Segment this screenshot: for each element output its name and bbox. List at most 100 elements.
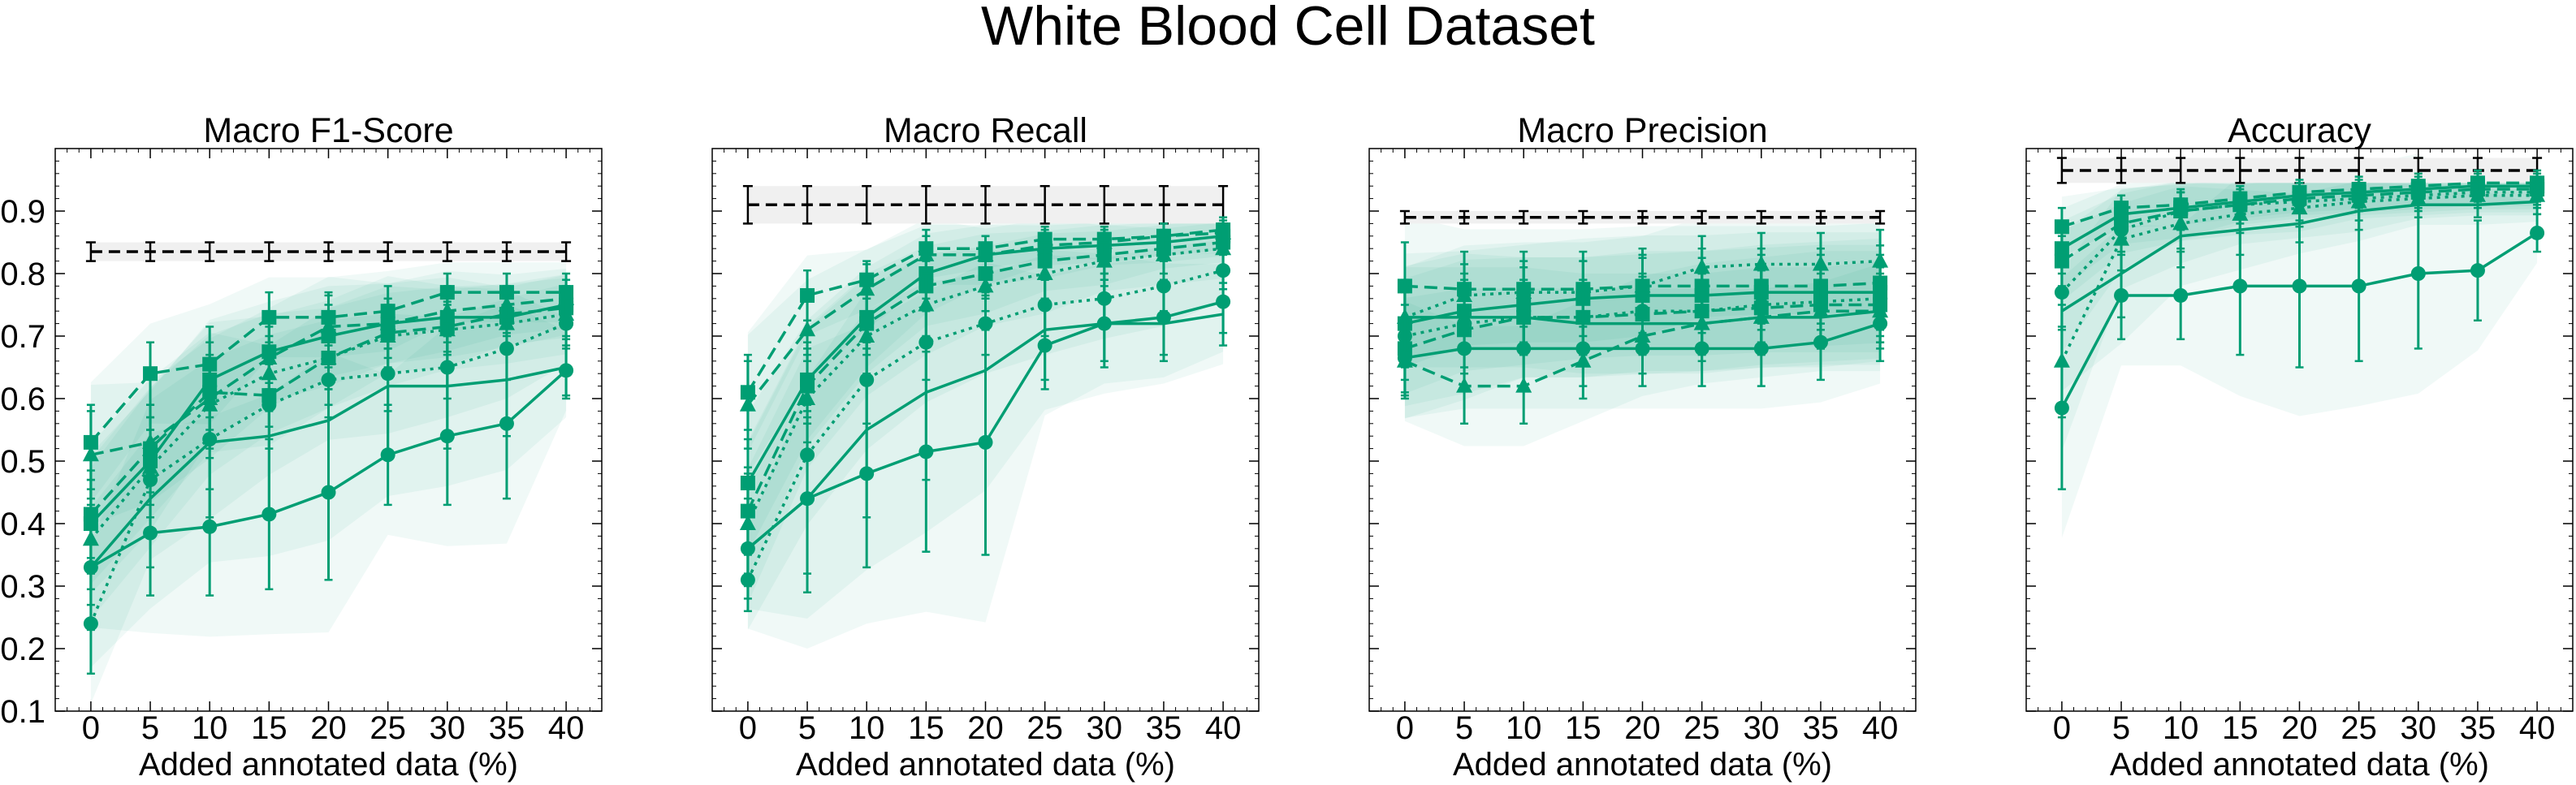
x-tick-label: 15 xyxy=(2222,710,2258,746)
series-point xyxy=(559,363,574,378)
series-point xyxy=(143,525,158,541)
series-point xyxy=(2114,287,2129,303)
x-tick-label: 40 xyxy=(2519,710,2556,746)
series-line xyxy=(2060,191,2538,294)
series-point xyxy=(859,466,875,481)
chart-panel-2: 0 5 10 15 20 25 30 35 40 Macro Recall Added annota… xyxy=(711,111,1260,783)
panel-title: Macro F1-Score xyxy=(203,111,453,150)
x-tick-label: 40 xyxy=(1205,710,1242,746)
x-tick-label: 35 xyxy=(489,710,525,746)
y-tick-label: 0.7 xyxy=(0,319,45,355)
x-tick-label: 25 xyxy=(1027,710,1063,746)
y-tick-label: 0.4 xyxy=(0,507,45,542)
series-point xyxy=(143,366,158,382)
series-point xyxy=(1096,316,1112,331)
series-point xyxy=(858,327,875,343)
series-point xyxy=(918,444,934,459)
series-point xyxy=(1457,341,1472,356)
series-point xyxy=(2410,266,2426,281)
series-line xyxy=(1404,297,1881,338)
series-point xyxy=(2469,186,2486,202)
y-tick-label: 0.9 xyxy=(0,194,45,230)
chart-panel-4: 0 5 10 15 20 25 30 35 40 Accuracy Added annotated … xyxy=(2025,111,2574,783)
series-point xyxy=(1516,341,1532,356)
x-tick-label: 25 xyxy=(2340,710,2377,746)
x-tick-label: 30 xyxy=(1087,710,1123,746)
x-tick-label: 0 xyxy=(739,710,757,746)
panel-title: Macro Precision xyxy=(1517,111,1767,150)
series-point xyxy=(977,277,994,293)
series-point xyxy=(261,507,277,522)
series-point xyxy=(2054,400,2069,416)
series-point xyxy=(1155,245,1172,261)
series-line xyxy=(1404,309,1881,388)
series-point xyxy=(1096,252,1113,268)
x-tick-label: 40 xyxy=(548,710,585,746)
series-point xyxy=(321,485,336,500)
series-point xyxy=(202,519,218,534)
y-tick-label: 0.6 xyxy=(0,382,45,417)
y-tick-label: 0.1 xyxy=(0,694,45,730)
series-point xyxy=(1397,350,1412,365)
x-tick-label: 10 xyxy=(2163,710,2199,746)
series-point xyxy=(1037,338,1052,353)
series-point xyxy=(1813,334,1828,350)
series-point xyxy=(2470,263,2485,278)
series-point xyxy=(2350,192,2367,209)
series-line xyxy=(2060,188,2538,263)
x-tick-label: 15 xyxy=(1565,710,1601,746)
panel-title: Accuracy xyxy=(2228,111,2371,150)
series-point xyxy=(2292,278,2307,294)
series-point xyxy=(1873,316,1888,331)
series-line xyxy=(89,321,567,624)
series-line xyxy=(1404,259,1881,319)
figure-title: White Blood Cell Dataset xyxy=(981,0,1595,57)
x-axis-label: Added annotated data (%) xyxy=(1453,747,1832,783)
series-line xyxy=(89,313,567,541)
series-point xyxy=(1635,341,1650,356)
x-tick-label: 0 xyxy=(1396,710,1414,746)
x-tick-label: 5 xyxy=(2112,710,2130,746)
series-point xyxy=(799,390,816,405)
series-point xyxy=(1156,309,1171,325)
x-tick-label: 35 xyxy=(1803,710,1839,746)
x-axis-label: Added annotated data (%) xyxy=(2110,747,2489,783)
series-point xyxy=(499,416,514,431)
x-tick-label: 20 xyxy=(1624,710,1661,746)
x-tick-label: 25 xyxy=(370,710,406,746)
series-point xyxy=(918,295,935,312)
x-tick-label: 20 xyxy=(310,710,347,746)
chart-panel-1: 0.1 0.2 0.3 0.4 0.5 0.6 0.7 0.8 0.9 0 5 10 15 20 25 30 3… xyxy=(0,111,603,783)
y-tick-label: 0.3 xyxy=(0,569,45,605)
series-point xyxy=(83,559,98,575)
series-point xyxy=(82,446,99,462)
x-tick-label: 40 xyxy=(1862,710,1899,746)
x-tick-label: 0 xyxy=(82,710,100,746)
series-point xyxy=(2530,225,2545,240)
series-point xyxy=(1694,341,1709,356)
series-point xyxy=(1753,341,1769,356)
x-tick-label: 10 xyxy=(1506,710,1542,746)
series-point xyxy=(559,316,574,331)
x-tick-label: 0 xyxy=(2053,710,2071,746)
x-tick-label: 30 xyxy=(2401,710,2437,746)
x-tick-label: 25 xyxy=(1683,710,1720,746)
x-tick-label: 15 xyxy=(251,710,287,746)
x-tick-label: 30 xyxy=(1744,710,1780,746)
series-point xyxy=(800,491,815,507)
panel-title: Macro Recall xyxy=(884,111,1087,150)
series-point xyxy=(1575,341,1591,356)
x-tick-label: 5 xyxy=(141,710,159,746)
chart-panel-3: 0 5 10 15 20 25 30 35 40 Macro Precision Added ann… xyxy=(1368,111,1917,783)
x-tick-label: 5 xyxy=(798,710,816,746)
x-tick-label: 20 xyxy=(2281,710,2318,746)
series-point xyxy=(978,434,993,450)
series-point xyxy=(380,447,395,463)
x-tick-label: 20 xyxy=(967,710,1004,746)
x-tick-label: 35 xyxy=(1146,710,1182,746)
x-tick-label: 15 xyxy=(908,710,944,746)
series-point xyxy=(2410,189,2427,205)
series-point xyxy=(2113,230,2130,246)
series-point xyxy=(1216,294,1231,309)
